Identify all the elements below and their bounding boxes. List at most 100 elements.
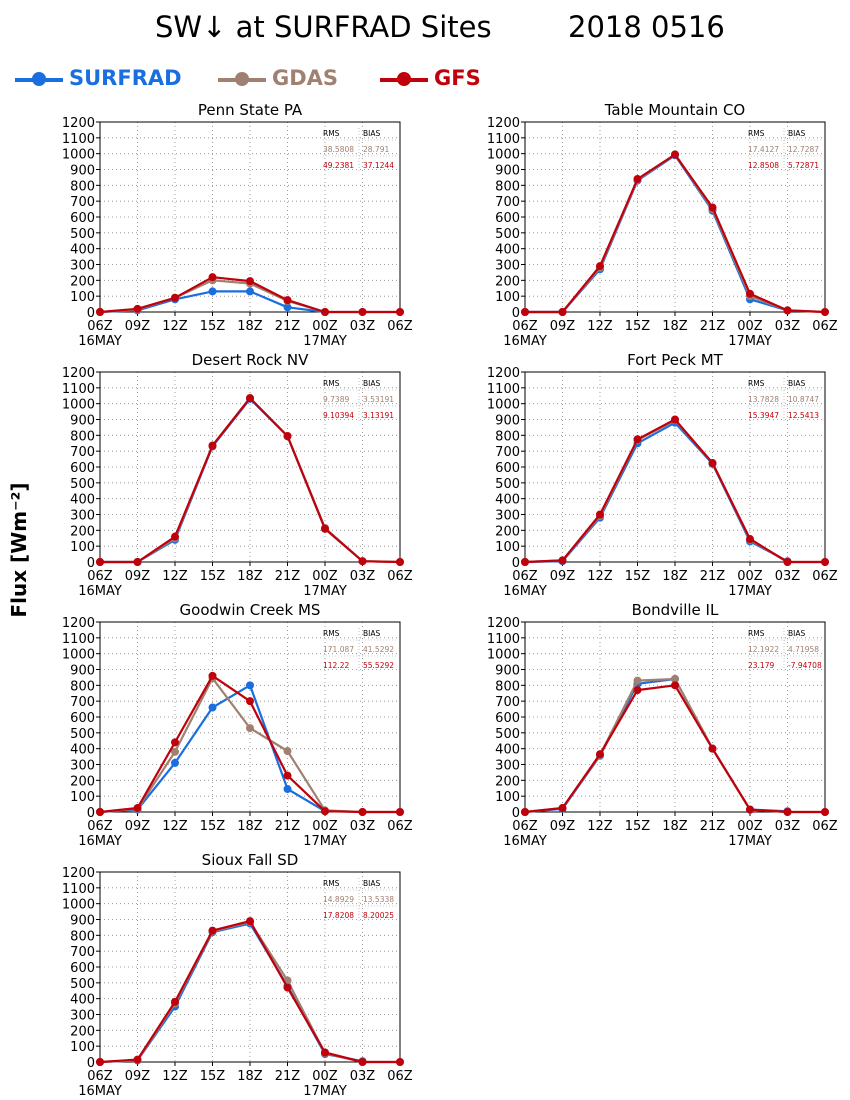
x-tick-label: 21Z (275, 819, 301, 834)
series-point-gfs (208, 926, 217, 935)
y-tick-label: 200 (70, 274, 95, 289)
x-tick-label: 12Z (162, 1069, 188, 1084)
y-tick-label: 0 (87, 1056, 95, 1071)
x-tick-label: 12Z (587, 819, 613, 834)
y-tick-label: 400 (495, 493, 520, 508)
x-date-label: 17MAY (303, 584, 347, 599)
stats-header-bias: BIAS (363, 629, 380, 638)
x-tick-label: 18Z (237, 319, 263, 334)
y-tick-label: 1200 (62, 616, 95, 631)
series-point-surfrad (208, 287, 217, 296)
y-tick-label: 300 (495, 509, 520, 524)
x-tick-label: 15Z (200, 819, 226, 834)
stats-header-rms: RMS (323, 379, 340, 388)
series-point-gfs (96, 808, 105, 817)
y-tick-label: 1100 (62, 882, 95, 897)
y-tick-label: 1100 (487, 632, 520, 647)
x-tick-label: 00Z (312, 569, 338, 584)
stats-header-rms: RMS (323, 879, 340, 888)
y-tick-label: 800 (495, 179, 520, 194)
stats-gdas-bias: 4.71958 (788, 645, 819, 654)
y-tick-label: 500 (70, 727, 95, 742)
stats-header-bias: BIAS (788, 629, 805, 638)
y-tick-label: 200 (495, 274, 520, 289)
y-tick-label: 0 (87, 306, 95, 321)
y-tick-label: 900 (70, 414, 95, 429)
x-date-label: 17MAY (303, 1084, 347, 1099)
y-tick-label: 600 (70, 711, 95, 726)
y-tick-label: 500 (70, 977, 95, 992)
series-point-gfs (671, 415, 680, 424)
x-tick-label: 06Z (387, 319, 413, 334)
stats-header-bias: BIAS (363, 379, 380, 388)
series-point-gfs (283, 983, 292, 992)
figure-title-main: SW↓ at SURFRAD Sites (155, 10, 492, 44)
stats-gfs-bias: 8.20025 (363, 911, 394, 920)
panel-title: Table Mountain CO (604, 101, 746, 119)
y-tick-label: 1200 (62, 366, 95, 381)
series-point-gfs (395, 1058, 404, 1067)
series-point-gfs (596, 510, 605, 519)
y-tick-label: 300 (70, 259, 95, 274)
x-tick-label: 12Z (162, 819, 188, 834)
x-tick-label: 06Z (87, 569, 113, 584)
series-point-gfs (395, 307, 404, 316)
legend-marker-icon (32, 72, 46, 86)
y-tick-label: 600 (70, 461, 95, 476)
series-point-gfs (170, 532, 179, 541)
y-tick-label: 1200 (62, 866, 95, 881)
series-point-gfs (783, 808, 792, 817)
series-point-gfs (746, 289, 755, 298)
stats-header-bias: BIAS (788, 379, 805, 388)
y-tick-label: 1200 (487, 616, 520, 631)
panel-title: Fort Peck MT (627, 351, 723, 369)
x-tick-label: 06Z (387, 569, 413, 584)
stats-header-rms: RMS (323, 129, 340, 138)
x-tick-label: 06Z (87, 1069, 113, 1084)
x-date-label: 16MAY (503, 834, 547, 849)
x-tick-label: 09Z (125, 819, 151, 834)
stats-gdas-rms: 14.8929 (323, 895, 354, 904)
y-tick-label: 500 (495, 227, 520, 242)
figure-title-date: 2018 0516 (568, 10, 725, 44)
stats-header-rms: RMS (323, 629, 340, 638)
stats-gdas-bias: 12.7287 (788, 145, 819, 154)
series-line-surfrad (99, 922, 363, 1064)
series-point-gfs (208, 273, 217, 282)
x-tick-label: 12Z (587, 319, 613, 334)
series-point-gfs (170, 293, 179, 302)
series-point-gdas (633, 676, 642, 685)
y-tick-label: 800 (70, 929, 95, 944)
legend-marker-icon (397, 72, 411, 86)
legend-marker-icon (235, 72, 249, 86)
x-tick-label: 03Z (775, 819, 801, 834)
x-date-label: 16MAY (78, 1084, 122, 1099)
y-tick-label: 1200 (487, 116, 520, 131)
y-tick-label: 800 (70, 429, 95, 444)
y-tick-label: 400 (70, 243, 95, 258)
series-point-gfs (133, 1055, 142, 1064)
series-point-gfs (283, 296, 292, 305)
y-tick-label: 200 (70, 524, 95, 539)
y-tick-label: 300 (70, 759, 95, 774)
y-tick-label: 600 (495, 711, 520, 726)
series-point-gfs (821, 808, 830, 817)
x-tick-label: 15Z (200, 319, 226, 334)
x-tick-label: 06Z (512, 569, 538, 584)
stats-gdas-bias: 3.53191 (363, 395, 394, 404)
stats-gfs-bias: 37.1244 (363, 161, 394, 170)
series-point-gfs (596, 262, 605, 271)
series-line-surfrad (524, 677, 788, 814)
x-tick-label: 15Z (200, 1069, 226, 1084)
stats-gfs-bias: 55.5292 (363, 661, 394, 670)
y-tick-label: 400 (495, 743, 520, 758)
series-point-gfs (558, 804, 567, 813)
series-point-gfs (633, 435, 642, 444)
stats-gfs-rms: 112.22 (323, 661, 349, 670)
y-tick-label: 700 (70, 695, 95, 710)
series-point-gfs (708, 203, 717, 212)
series-point-gfs (746, 535, 755, 544)
series-point-gfs (358, 557, 367, 566)
x-tick-label: 12Z (162, 319, 188, 334)
stats-gfs-bias: 3.13191 (363, 411, 394, 420)
